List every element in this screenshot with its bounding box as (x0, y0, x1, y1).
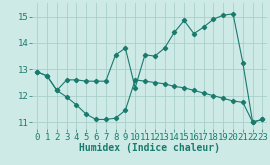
X-axis label: Humidex (Indice chaleur): Humidex (Indice chaleur) (79, 143, 220, 153)
